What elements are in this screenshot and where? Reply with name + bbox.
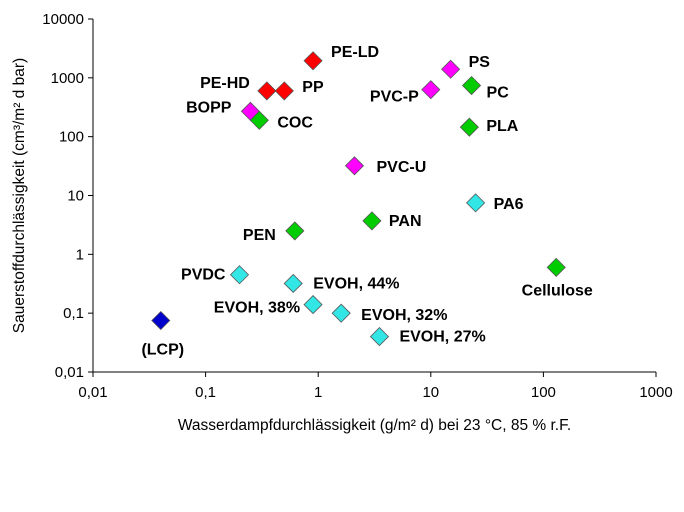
x-tick-label: 1 [314, 384, 322, 401]
data-point [466, 193, 486, 213]
x-axis-title: Wasserdampfdurchlässigkeit (g/m² d) bei … [178, 417, 571, 434]
data-point [546, 257, 566, 277]
data-point-label: PE-LD [331, 44, 379, 61]
y-tick-label: 10 [67, 188, 84, 205]
data-point-label: EVOH, 27% [399, 329, 485, 346]
data-point-label: PVDC [181, 267, 226, 284]
data-point-label: PA6 [494, 196, 524, 213]
axes [88, 18, 657, 377]
data-point-label: Cellulose [522, 282, 593, 299]
data-point-label: (LCP) [141, 342, 184, 359]
data-point [369, 327, 390, 347]
data-point-label: PP [302, 79, 324, 96]
data-point-label: PLA [486, 118, 518, 135]
x-tick-label: 10 [422, 384, 439, 401]
y-tick-label: 0,1 [63, 305, 84, 322]
data-point-label: EVOH, 38% [214, 300, 300, 317]
y-tick-label: 100 [59, 129, 84, 146]
data-point-label: PS [469, 54, 491, 71]
data-point-label: PC [487, 85, 510, 102]
data-point [344, 156, 365, 176]
data-point [441, 59, 461, 79]
data-point [257, 81, 277, 101]
data-point [283, 273, 303, 294]
y-tick-label: 1000 [51, 70, 84, 87]
data-point [421, 80, 441, 100]
data-point-label: PEN [243, 227, 276, 244]
x-tick-labels: 0,01 0,1 1 10 100 1000 [78, 384, 672, 401]
data-point [362, 211, 382, 231]
y-tick-label: 1 [76, 246, 84, 263]
data-point-label: PE-HD [200, 75, 250, 92]
x-tick-label: 100 [531, 384, 556, 401]
y-axis-title: Sauerstoffdurchlässigkeit (cm³/m² d bar) [11, 58, 28, 333]
data-point [151, 310, 171, 331]
data-point-label: PAN [389, 213, 422, 230]
y-tick-label: 0,01 [55, 364, 84, 381]
data-point-label: PVC-U [376, 159, 426, 176]
data-point [461, 75, 482, 96]
data-point-label: BOPP [186, 99, 232, 116]
data-point [249, 110, 269, 130]
data-point [331, 303, 351, 323]
point-labels: PE-LD PE-HD PP BOPP COC PS PVC-P PC PLA PVC-U PA6 P… [141, 44, 592, 359]
y-tick-label: 10000 [42, 11, 84, 28]
data-point-label: COC [277, 114, 313, 131]
data-point-label: EVOH, 32% [361, 307, 447, 324]
y-tick-labels: 0,01 0,1 1 10 100 1000 10000 [42, 11, 84, 381]
data-point [274, 81, 294, 101]
data-point-label: PVC-P [370, 89, 419, 106]
x-tick-label: 0,01 [78, 384, 107, 401]
data-points [151, 51, 566, 347]
data-point [303, 295, 323, 315]
data-point [303, 51, 323, 71]
data-point [229, 265, 250, 285]
x-tick-label: 0,1 [195, 384, 216, 401]
data-point-label: EVOH, 44% [313, 275, 399, 292]
data-point [459, 117, 479, 137]
data-point [285, 221, 305, 241]
x-tick-label: 1000 [639, 384, 672, 401]
